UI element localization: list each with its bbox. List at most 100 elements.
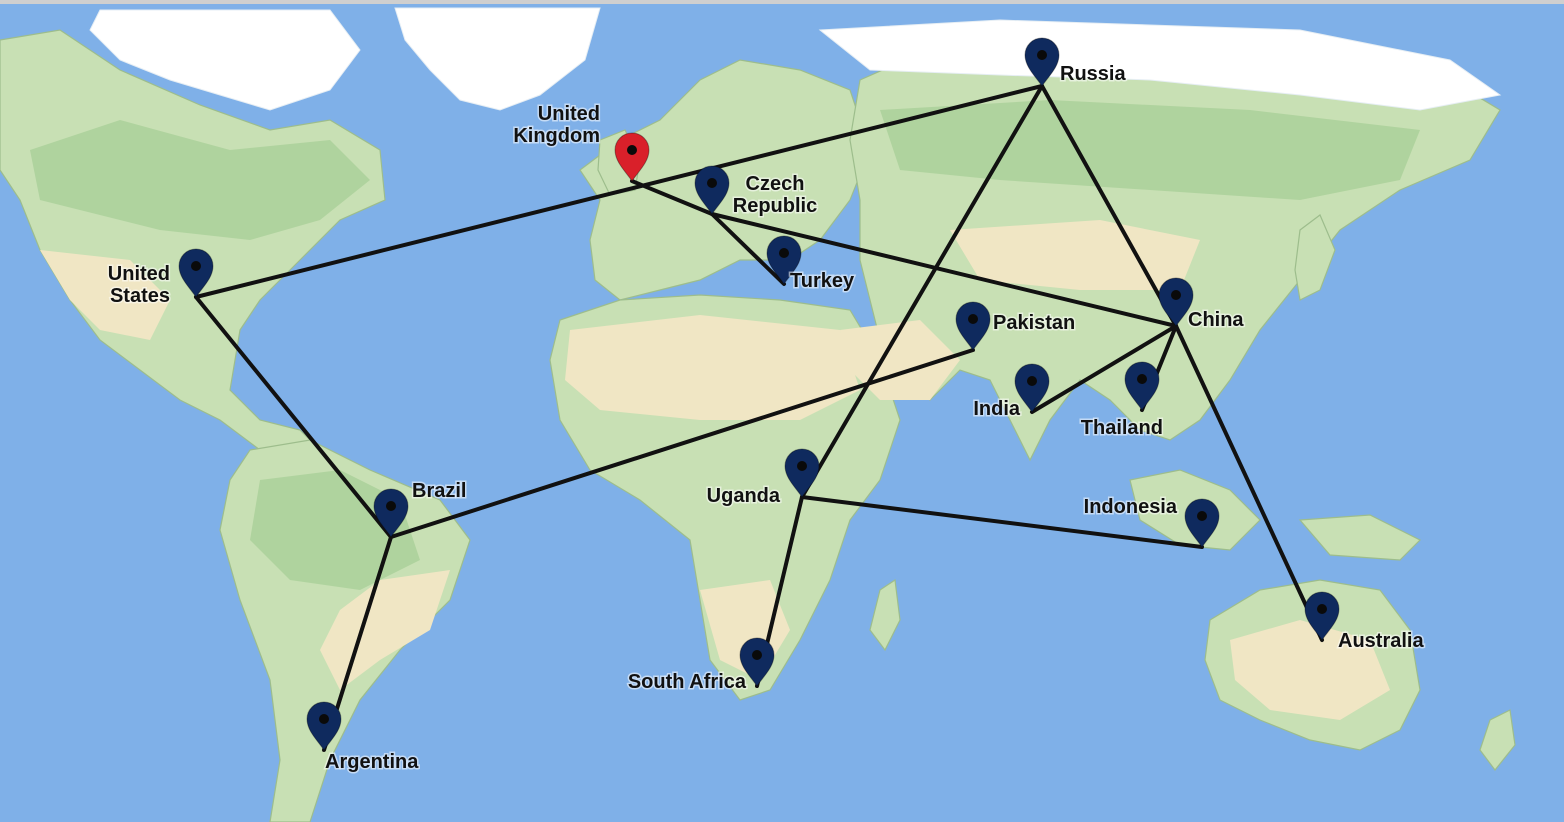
new-guinea <box>1298 514 1422 561</box>
top-border <box>0 0 1564 4</box>
asia-forest <box>880 100 1420 200</box>
czech-republic-label-line: Czech <box>746 173 805 195</box>
argentina-label: Argentina <box>325 751 419 773</box>
thailand-label: Thailand <box>1081 417 1163 439</box>
turkey-pin-dot <box>779 248 789 258</box>
north-america-desert <box>40 250 170 340</box>
south-africa-pin-dot <box>752 650 762 660</box>
united-states-label-line: States <box>110 285 170 307</box>
location-pins <box>178 37 1340 751</box>
uganda-label-line: Uganda <box>707 485 781 507</box>
united-kingdom-label-line: United <box>538 103 600 125</box>
china-pin-body <box>1158 277 1194 327</box>
russia-label: Russia <box>1060 63 1126 85</box>
united-kingdom-map-pin-icon[interactable] <box>614 132 650 182</box>
indonesia-label: Indonesia <box>1084 496 1178 518</box>
united-states-pin-dot <box>191 261 201 271</box>
united-states-map-pin-icon[interactable] <box>178 248 214 298</box>
turkey-label: Turkey <box>790 270 855 292</box>
route-russia-uganda <box>800 84 1044 499</box>
route-russia-china <box>1040 84 1178 328</box>
united-kingdom-pin-body <box>614 132 650 182</box>
australia-map-pin-icon[interactable] <box>1304 591 1340 641</box>
thailand-pin-dot <box>1137 374 1147 384</box>
czech-republic-label-line: Republic <box>733 195 817 217</box>
route-united-kingdom-czech-republic <box>630 179 714 216</box>
pakistan-label: Pakistan <box>993 312 1075 334</box>
route-brazil-pakistan <box>389 348 975 539</box>
brazil-label-line: Brazil <box>412 480 466 502</box>
australia-label: Australia <box>1338 630 1424 652</box>
uganda-map-pin-icon[interactable] <box>784 448 820 498</box>
united-states-label-line: United <box>108 263 170 285</box>
route-china-india <box>1030 324 1178 414</box>
argentina-label-line: Argentina <box>325 751 419 773</box>
china-pin-dot <box>1171 290 1181 300</box>
thailand-pin-body <box>1124 361 1160 411</box>
uganda-label: Uganda <box>707 485 781 507</box>
australia-desert <box>1230 620 1390 720</box>
thailand-map-pin-icon[interactable] <box>1124 361 1160 411</box>
indonesia-map-pin-icon[interactable] <box>1184 498 1220 548</box>
czech-republic-pin-body <box>694 165 730 215</box>
route-china-australia <box>1174 324 1324 642</box>
argentina-map-pin-icon[interactable] <box>306 701 342 751</box>
landmasses <box>0 7 1516 822</box>
south-africa-label: South Africa <box>628 671 747 693</box>
south-africa-pin-body <box>739 637 775 687</box>
north-america-forest <box>30 120 370 240</box>
czech-republic-map-pin-icon[interactable] <box>694 165 730 215</box>
united-states-label: United States <box>108 263 170 307</box>
united-kingdom-pin-dot <box>627 145 637 155</box>
united-kingdom-label: United Kingdom <box>513 103 600 147</box>
brazil-label: Brazil <box>412 480 466 502</box>
argentina-pin-dot <box>319 714 329 724</box>
pakistan-pin-body <box>955 301 991 351</box>
uganda-pin-body <box>784 448 820 498</box>
siberia-ice <box>818 19 1502 111</box>
arctic-islands <box>89 9 361 111</box>
russia-pin-body <box>1024 37 1060 87</box>
china-label: China <box>1188 309 1244 331</box>
india-label-line: India <box>973 398 1021 420</box>
russia-label-line: Russia <box>1060 63 1126 85</box>
india-pin-body <box>1014 363 1050 413</box>
uganda-pin-dot <box>797 461 807 471</box>
argentina-pin-body <box>306 701 342 751</box>
thailand-label-line: Thailand <box>1081 417 1163 439</box>
australia-label-line: Australia <box>1338 630 1424 652</box>
russia-map-pin-icon[interactable] <box>1024 37 1060 87</box>
location-labels: United Kingdom Russia Czech Republic Turkey Un… <box>106 62 1426 775</box>
route-united-states-russia <box>194 84 1044 299</box>
china-map-pin-icon[interactable] <box>1158 277 1194 327</box>
new-zealand <box>1479 709 1516 771</box>
czech-republic-label: Czech Republic <box>733 173 817 217</box>
india-map-pin-icon[interactable] <box>1014 363 1050 413</box>
united-states-pin-body <box>178 248 214 298</box>
czech-republic-pin-dot <box>707 178 717 188</box>
india-label: India <box>973 398 1021 420</box>
turkey-pin-body <box>766 235 802 285</box>
pakistan-label-line: Pakistan <box>993 312 1075 334</box>
greenland <box>394 7 601 111</box>
russia-pin-dot <box>1037 50 1047 60</box>
route-united-states-brazil <box>194 295 393 539</box>
route-czech-republic-china <box>710 212 1178 328</box>
indonesia-pin-dot <box>1197 511 1207 521</box>
brazil-pin-body <box>373 488 409 538</box>
sahara <box>565 315 860 420</box>
pakistan-map-pin-icon[interactable] <box>955 301 991 351</box>
south-africa-map-pin-icon[interactable] <box>739 637 775 687</box>
central-asia-desert <box>950 220 1200 290</box>
brazil-map-pin-icon[interactable] <box>373 488 409 538</box>
china-label-line: China <box>1188 309 1244 331</box>
india-pin-dot <box>1027 376 1037 386</box>
madagascar <box>869 578 901 652</box>
turkey-map-pin-icon[interactable] <box>766 235 802 285</box>
indonesia-pin-body <box>1184 498 1220 548</box>
turkey-label-line: Turkey <box>790 270 855 292</box>
brazil-pin-dot <box>386 501 396 511</box>
route-czech-republic-turkey <box>710 212 786 286</box>
route-uganda-indonesia <box>800 495 1204 549</box>
